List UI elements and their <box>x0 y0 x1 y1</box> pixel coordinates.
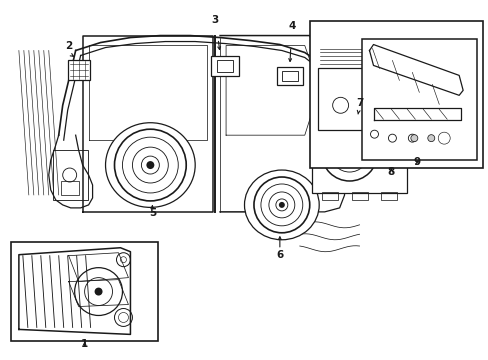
Polygon shape <box>369 45 462 95</box>
Text: 7: 7 <box>355 98 363 108</box>
Circle shape <box>146 161 154 169</box>
Text: 9: 9 <box>413 157 420 167</box>
Bar <box>361 39 476 160</box>
Bar <box>211 57 239 76</box>
Text: 5: 5 <box>148 208 156 218</box>
Circle shape <box>410 135 417 141</box>
Text: 8: 8 <box>387 167 394 177</box>
Text: 1: 1 <box>81 339 88 349</box>
Bar <box>11 242 158 341</box>
Ellipse shape <box>244 170 319 240</box>
Text: 2: 2 <box>65 41 72 50</box>
Bar <box>61 181 79 195</box>
Polygon shape <box>373 108 460 120</box>
Bar <box>281 71 297 81</box>
Polygon shape <box>19 248 130 334</box>
Circle shape <box>94 288 102 296</box>
Circle shape <box>278 202 285 208</box>
Bar <box>317 68 363 130</box>
Bar <box>309 21 482 168</box>
Bar <box>67 60 89 80</box>
Bar <box>276 67 302 85</box>
Text: 3: 3 <box>211 15 218 24</box>
Circle shape <box>427 135 434 141</box>
Bar <box>217 60 233 72</box>
Text: 4: 4 <box>287 21 295 31</box>
Text: 6: 6 <box>276 250 283 260</box>
Bar <box>311 118 407 193</box>
Bar <box>351 192 367 200</box>
Bar <box>381 192 397 200</box>
Bar <box>53 150 87 200</box>
Bar <box>321 192 337 200</box>
Ellipse shape <box>105 123 195 207</box>
